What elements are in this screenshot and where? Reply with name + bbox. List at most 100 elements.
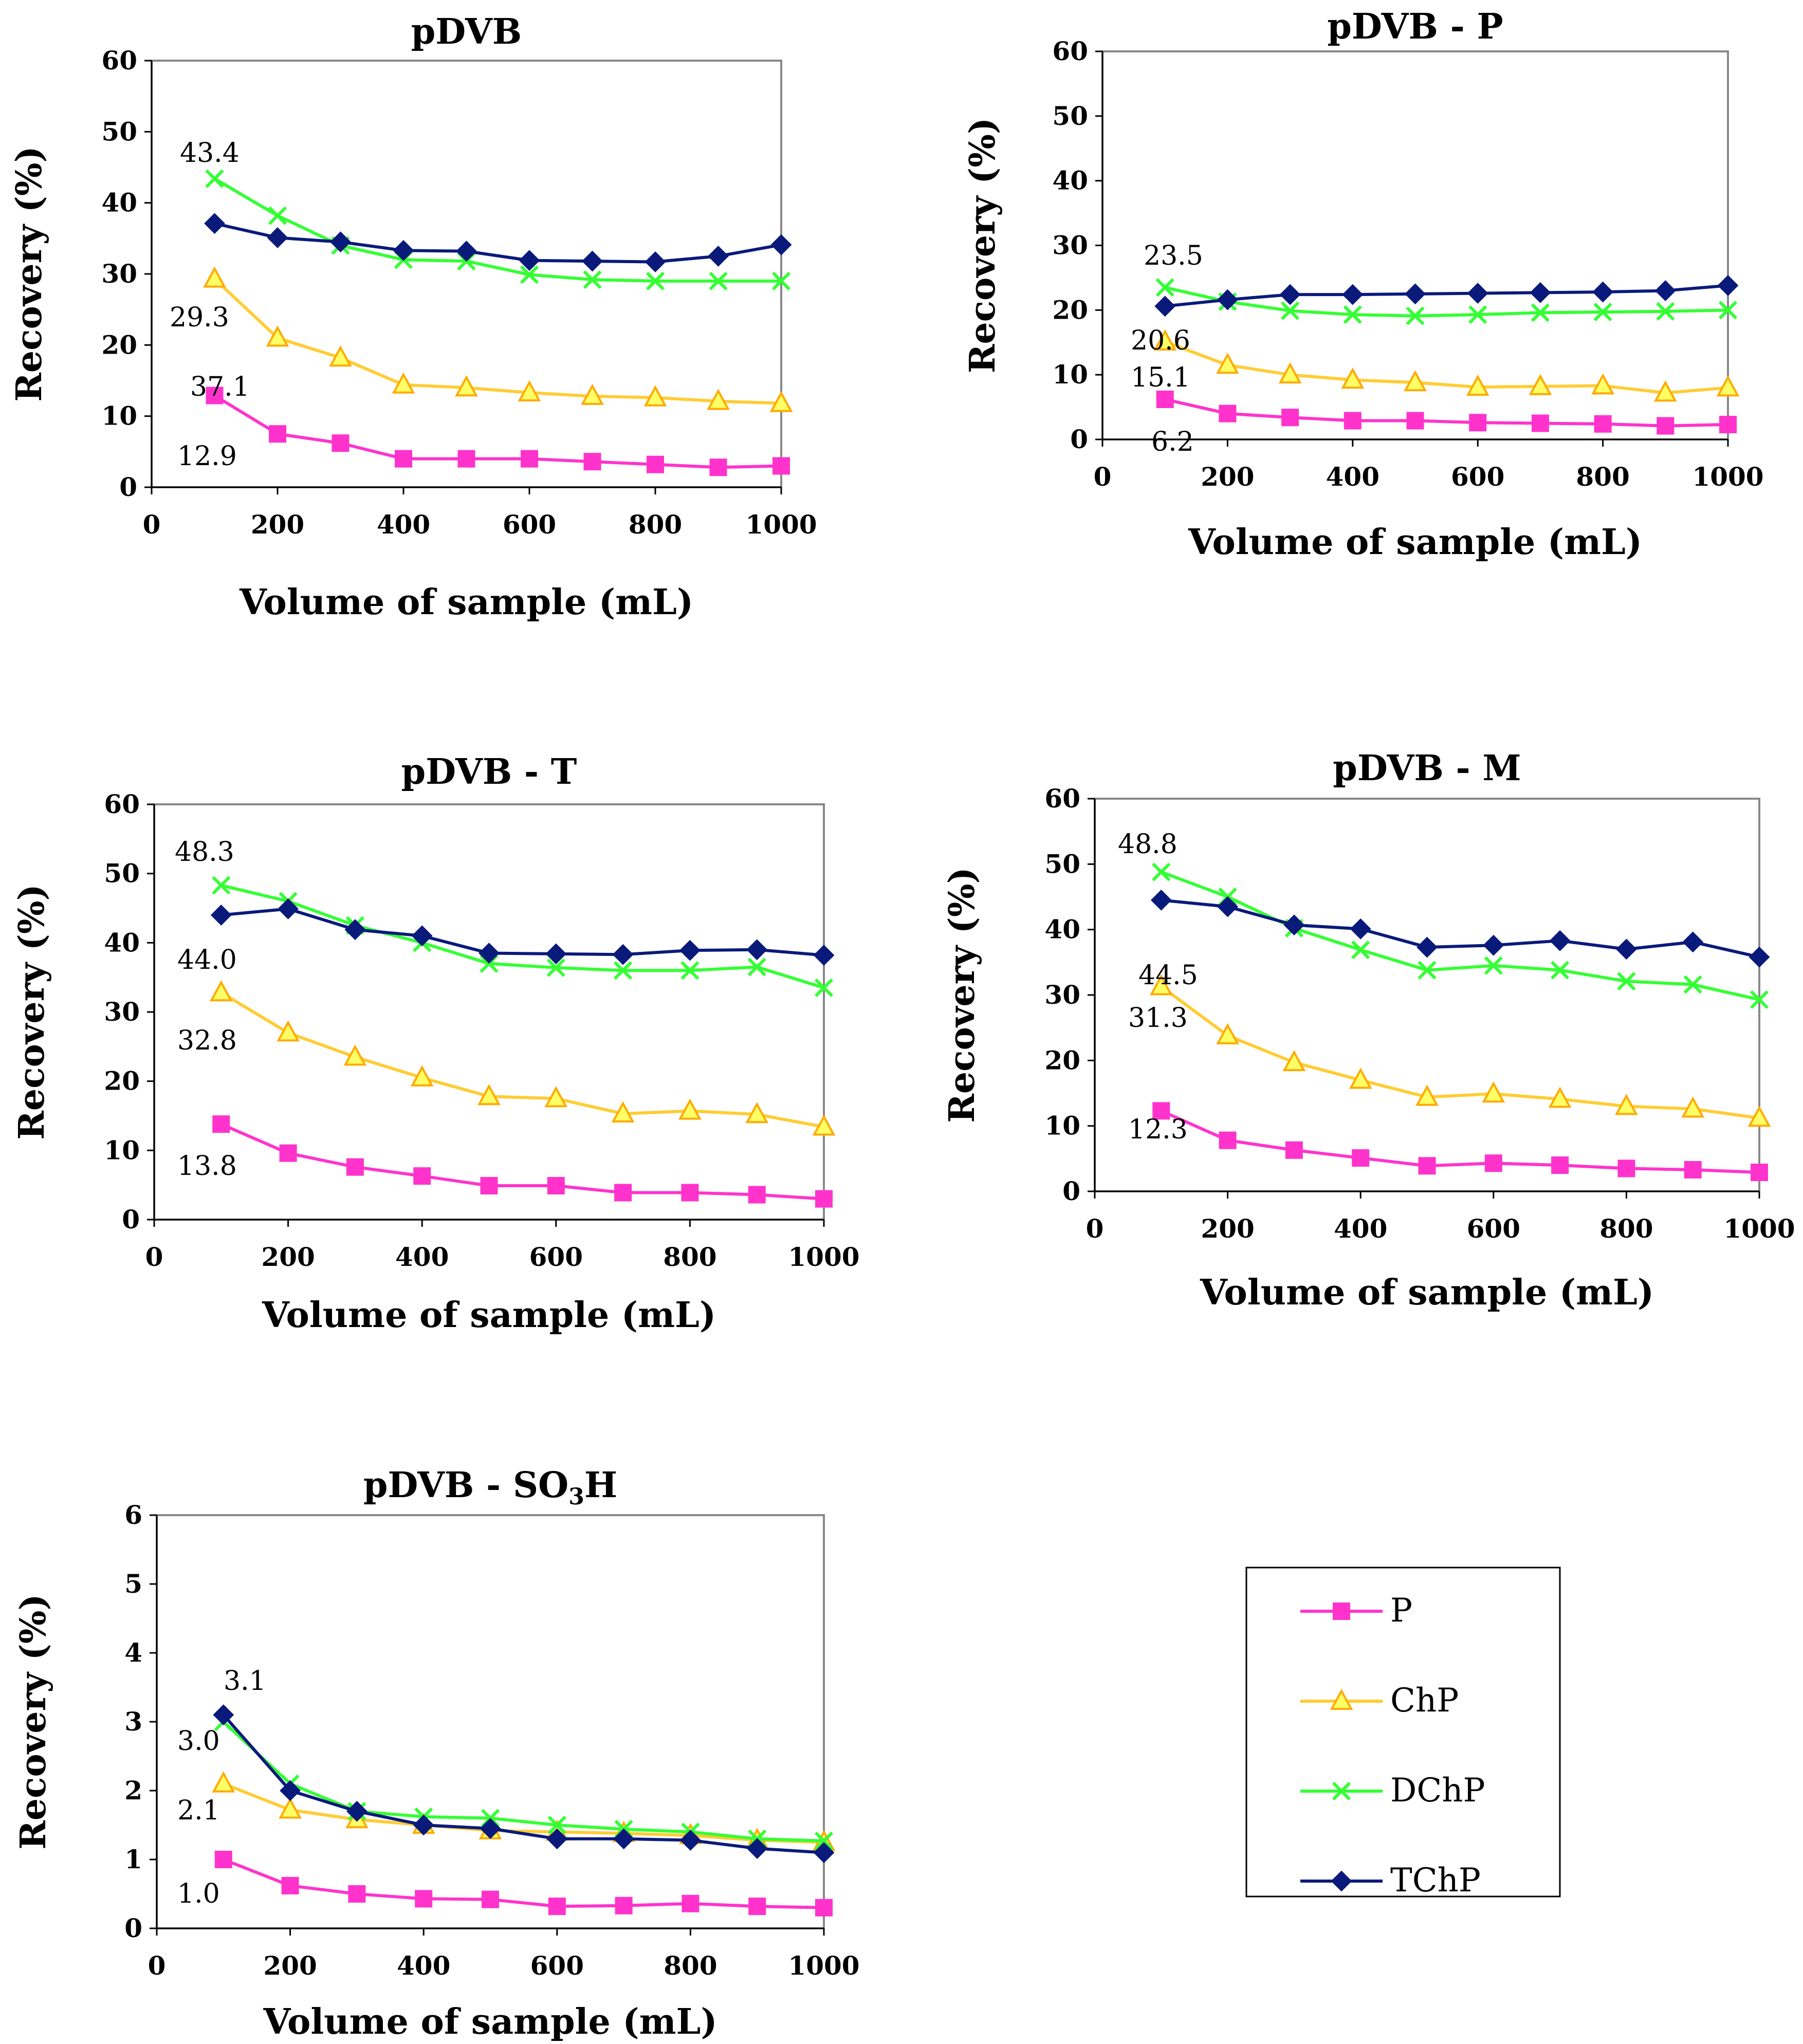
point-p [647, 455, 664, 473]
point-tchp [204, 213, 225, 234]
point-chp [392, 372, 415, 394]
point-tchp [1350, 918, 1371, 940]
point-tchp [679, 940, 701, 961]
series-line-tchp [1165, 284, 1728, 308]
x-tick-label: 0 [1094, 462, 1112, 492]
series-line-p [213, 394, 782, 469]
y-tick-label: 0 [124, 1913, 142, 1943]
x-tick-label: 0 [148, 1950, 166, 1981]
point-dchp [520, 265, 539, 284]
data-label-dchp: 43.4 [180, 138, 240, 169]
x-tick-label: 0 [143, 509, 161, 540]
y-axis-label: Recovery (%) [13, 1594, 54, 1849]
data-label-dchp: 23.5 [1144, 241, 1203, 271]
y-tick-label: 60 [104, 789, 140, 819]
point-dchp [1718, 301, 1738, 320]
y-tick-label: 20 [104, 1066, 140, 1096]
point-p [1531, 414, 1549, 432]
chart-pdvb-so3h: pDVB - SO3H 0 1 2 3 4 5 6 0 200 400 600 800 1000 Volum… [13, 1465, 860, 2042]
y-tick-label: 20 [1044, 1045, 1080, 1075]
x-tick-label: 1000 [1692, 462, 1763, 492]
point-dchp [747, 957, 766, 977]
x-tick-label: 800 [1576, 462, 1629, 492]
point-chp [812, 1114, 836, 1136]
point-chp [266, 325, 289, 347]
point-tchp [746, 1838, 768, 1859]
legend-entry-dchp: DChP [1300, 1772, 1485, 1810]
point-dchp [613, 961, 633, 980]
point-tchp [1217, 896, 1239, 917]
data-label-chp: 2.1 [177, 1795, 220, 1826]
point-dchp [583, 270, 602, 289]
legend-entry-p: P [1300, 1592, 1412, 1630]
point-p [815, 1190, 833, 1208]
data-label-tchp: 3.1 [224, 1666, 266, 1697]
point-tchp [1592, 281, 1614, 303]
x-tick-label: 200 [261, 1242, 315, 1272]
series-line-chp [1160, 985, 1760, 1120]
y-axis-label: Recovery (%) [942, 867, 983, 1122]
point-chp [1591, 373, 1614, 395]
point-p [1594, 415, 1612, 433]
data-label-chp: 31.3 [1128, 1003, 1188, 1034]
point-chp [581, 383, 604, 405]
point-p [346, 1158, 364, 1176]
x-tick-label: 600 [1467, 1213, 1520, 1244]
point-tchp [1154, 296, 1176, 317]
y-tick-label: 0 [1070, 424, 1088, 454]
plot-area [1094, 798, 1760, 1192]
series-line-tchp [221, 907, 824, 957]
point-p [1344, 412, 1362, 430]
point-dchp [709, 271, 728, 290]
point-chp [518, 380, 541, 402]
data-label-p: 12.9 [177, 441, 237, 472]
y-tick-label: 10 [104, 1135, 140, 1165]
x-tick-label: 1000 [1723, 1213, 1795, 1244]
point-chp [277, 1020, 300, 1042]
point-tchp [770, 234, 792, 255]
point-tchp [1150, 889, 1172, 911]
chart-title: pDVB - SO3H [363, 1465, 617, 1510]
data-label-p: 12.3 [1128, 1114, 1188, 1145]
point-tchp [612, 944, 634, 965]
y-tick-label: 40 [101, 188, 137, 218]
point-tchp [1467, 283, 1488, 304]
point-chp [329, 345, 352, 367]
point-tchp [411, 925, 433, 947]
point-chp [203, 266, 226, 288]
point-p [521, 450, 538, 468]
point-tchp [267, 227, 288, 248]
x-axis-label: Volume of sample (mL) [1200, 1272, 1654, 1313]
point-chp [643, 385, 667, 407]
point-tchp [393, 240, 414, 261]
point-tchp [278, 898, 299, 919]
point-chp [1341, 367, 1365, 389]
point-chp [1548, 1087, 1572, 1108]
plot-area [153, 803, 825, 1221]
data-label-tchp: 44.0 [177, 945, 237, 975]
point-dchp [1617, 972, 1636, 991]
x-tick-label: 200 [1201, 462, 1254, 492]
point-dchp [1351, 941, 1370, 960]
point-p [1617, 1159, 1635, 1177]
x-tick-label: 400 [1326, 462, 1379, 492]
point-p [548, 1898, 566, 1916]
point-tchp [746, 939, 768, 961]
series-line-tchp [214, 222, 782, 264]
point-chp [1415, 1084, 1439, 1106]
point-chp [1747, 1106, 1771, 1127]
point-dchp [1531, 303, 1550, 322]
data-label-dchp: 48.3 [175, 837, 234, 868]
series-line-p [1165, 398, 1728, 428]
legend-label-dchp: DChP [1390, 1772, 1485, 1810]
point-dchp [205, 169, 224, 188]
point-chp [1216, 1023, 1239, 1044]
y-tick-label: 6 [124, 1500, 142, 1530]
point-chp [455, 375, 478, 397]
x-axis-label: Volume of sample (mL) [263, 2001, 717, 2042]
legend: P ChP DChP TChP [1245, 1567, 1561, 1900]
point-tchp [613, 1828, 635, 1850]
series-line-chp [1164, 340, 1728, 395]
